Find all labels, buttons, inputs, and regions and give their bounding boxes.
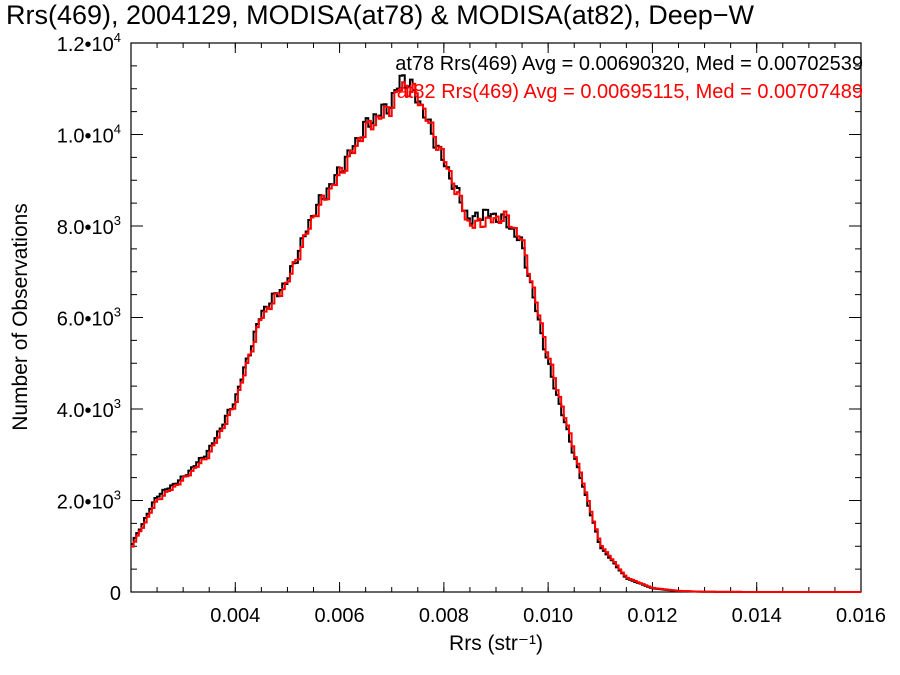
x-tick-label: 0.004 xyxy=(210,605,260,627)
x-axis-ticks: 0.004 0.006 0.008 0.010 0.012 0.014 0.016 xyxy=(156,43,886,627)
series-layer xyxy=(131,74,861,593)
x-tick-label: 0.010 xyxy=(523,605,573,627)
y-axis-title: Number of Observations xyxy=(9,203,32,431)
y-tick-label: 4.0•103 xyxy=(57,396,121,422)
x-tick-label: 0.014 xyxy=(732,605,782,627)
x-tick-label: 0.016 xyxy=(836,605,886,627)
x-tick-label: 0.006 xyxy=(315,605,365,627)
chart-title: Rrs(469), 2004129, MODISA(at78) & MODISA… xyxy=(6,0,755,30)
y-tick-label: 2.0•103 xyxy=(57,488,121,514)
series-line-at78 xyxy=(131,74,861,593)
x-axis-title: Rrs (str⁻¹) xyxy=(449,632,543,655)
y-tick-label: 1.0•104 xyxy=(57,122,121,148)
y-tick-label: 6.0•103 xyxy=(57,305,121,331)
y-tick-label: 8.0•103 xyxy=(57,213,121,239)
x-tick-label: 0.008 xyxy=(419,605,469,627)
plot-frame xyxy=(130,42,862,593)
series-line-at82 xyxy=(131,81,861,593)
legend: at78 Rrs(469) Avg = 0.00690320, Med = 0.… xyxy=(395,53,863,103)
y-tick-label: 0 xyxy=(110,583,121,605)
legend-entry-at78: at78 Rrs(469) Avg = 0.00690320, Med = 0.… xyxy=(395,53,863,75)
y-axis-ticks: 0 2.0•103 4.0•103 6.0•103 8.0•103 1.0•104 1.2•… xyxy=(57,30,861,605)
legend-entry-at82: at82 Rrs(469) Avg = 0.00695115, Med = 0.… xyxy=(397,81,863,103)
y-tick-label: 1.2•104 xyxy=(57,30,121,56)
x-tick-label: 0.012 xyxy=(627,605,677,627)
